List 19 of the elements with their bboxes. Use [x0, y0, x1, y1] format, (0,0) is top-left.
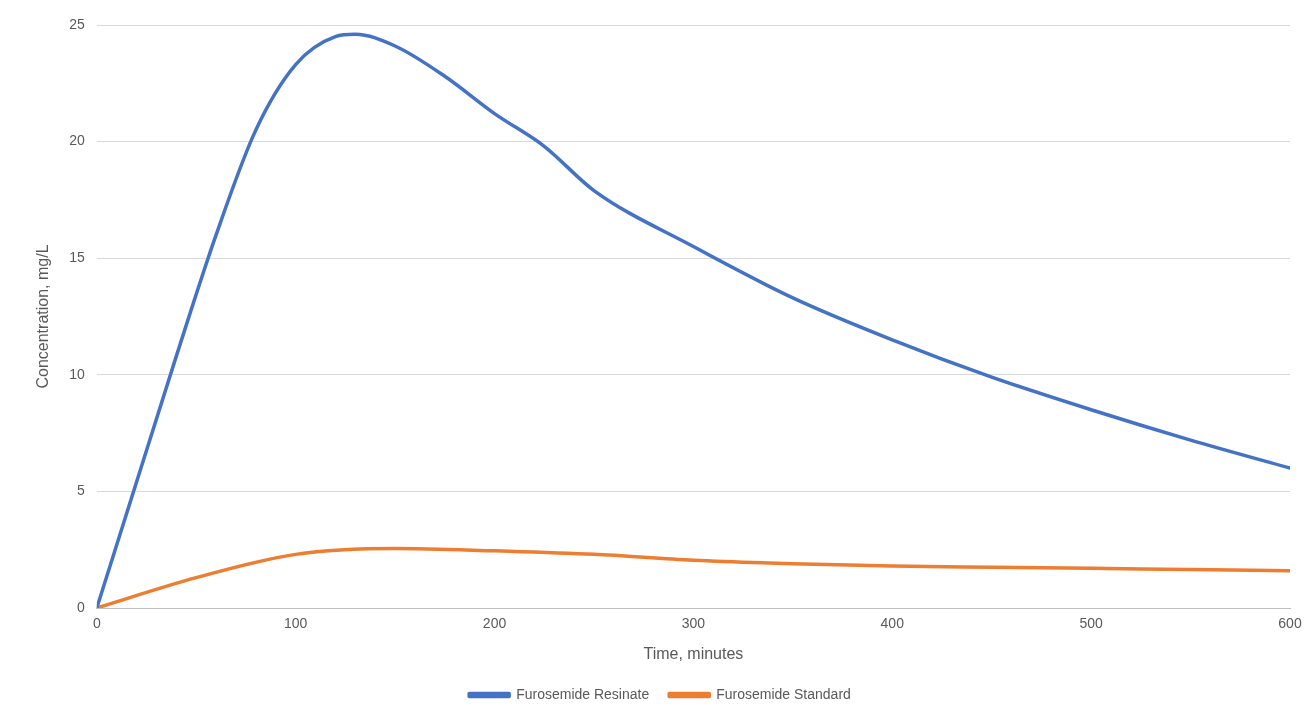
y-tick-label: 25	[69, 15, 85, 32]
legend-label: Furosemide Standard	[716, 685, 851, 702]
x-tick-label: 400	[880, 615, 905, 632]
x-tick-label: 100	[283, 615, 308, 632]
x-tick-label: 300	[681, 615, 706, 632]
y-axis-title: Concentration, mg/L	[34, 244, 52, 389]
x-tick-label: 500	[1079, 615, 1104, 632]
y-tick-label: 5	[76, 482, 85, 499]
y-tick-label: 10	[69, 365, 85, 382]
y-tick-label: 15	[69, 249, 85, 266]
x-axis-title: Time, minutes	[643, 644, 744, 662]
legend-label: Furosemide Resinate	[516, 685, 650, 702]
x-tick-label: 600	[1278, 615, 1302, 632]
line-series	[96, 546, 1290, 608]
x-tick-label: 200	[482, 615, 507, 632]
y-tick-label: 20	[69, 132, 85, 149]
line-series	[96, 32, 1290, 608]
y-tick-label: 0	[76, 598, 85, 615]
x-tick-label: 0	[92, 615, 101, 632]
